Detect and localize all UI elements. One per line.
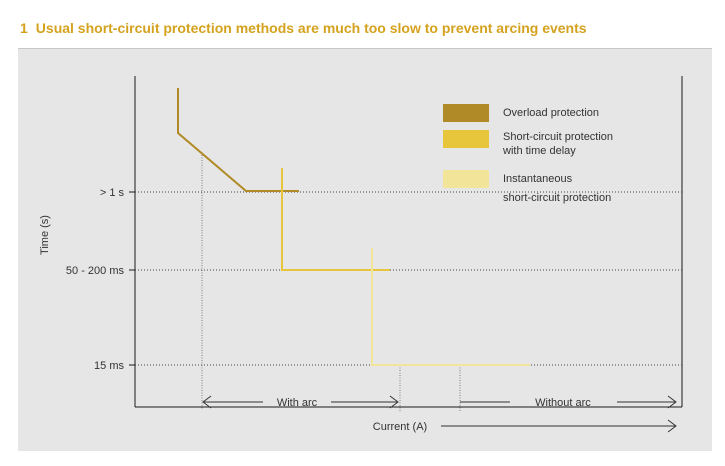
without-arc-label: Without arc [535, 397, 591, 409]
legend-swatch-overload [443, 104, 489, 122]
y-axis-label: Time (s) [39, 215, 51, 255]
with-arc-label: With arc [277, 397, 318, 409]
heading-rule [18, 48, 712, 49]
figure-heading: 1 Usual short-circuit protection methods … [20, 20, 710, 36]
x-axis-label-arrowhead [667, 419, 677, 433]
instantaneous-short-circuit-curve [371, 248, 530, 366]
y-tick-label-15ms: 15 ms [94, 360, 124, 372]
x-axis-label: Current (A) [373, 421, 427, 433]
with-arc-arrowhead-left [202, 395, 212, 409]
legend-label-overload: Overload protection [503, 107, 599, 119]
legend-label-instantaneous: Instantaneous short-circuit protection [503, 173, 611, 204]
legend-swatch-delayed [443, 130, 489, 148]
y-tick-label-50-200ms: 50 - 200 ms [66, 265, 125, 277]
with-arc-arrowhead-right [389, 395, 399, 409]
y-tick-label-1s: > 1 s [100, 187, 125, 199]
without-arc-arrowhead [667, 395, 677, 409]
chart-panel [18, 49, 712, 451]
figure-title: Usual short-circuit protection methods a… [35, 20, 587, 36]
legend-label-instantaneous-line-1: Instantaneous [503, 173, 573, 185]
legend-label-delayed-line-1: Short-circuit protection [503, 131, 613, 143]
delayed-short-circuit-curve [281, 168, 390, 271]
figure-number: 1 [20, 20, 28, 36]
legend-label-delayed-line-2: with time delay [502, 145, 576, 157]
legend-label-delayed: Short-circuit protection with time delay [502, 131, 616, 157]
overload-protection-curve [177, 88, 299, 192]
legend-label-instantaneous-line-2: short-circuit protection [503, 192, 611, 204]
legend-swatch-instantaneous [443, 170, 489, 188]
